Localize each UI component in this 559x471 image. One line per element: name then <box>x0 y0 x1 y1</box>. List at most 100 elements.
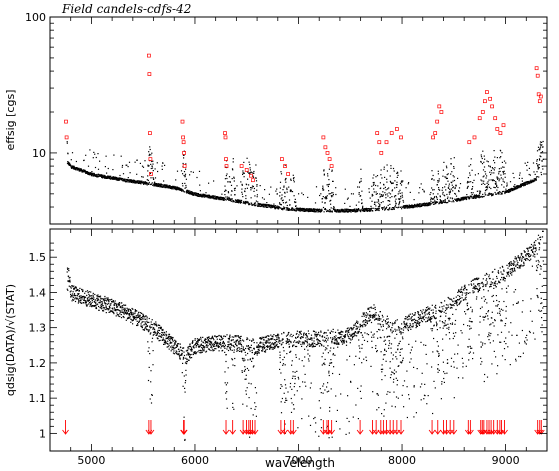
ratio-point <box>82 302 84 304</box>
effsig-point <box>530 180 532 182</box>
ratio-point <box>314 335 316 337</box>
ratio-point <box>109 308 111 310</box>
ratio-point <box>385 321 387 323</box>
ratio-point <box>95 307 98 310</box>
effsig-point <box>368 188 370 190</box>
effsig-point <box>124 179 126 181</box>
ratio-point <box>140 317 142 319</box>
ratio-point <box>162 329 164 331</box>
ratio-point <box>325 341 327 343</box>
effsig-red-point <box>472 135 477 140</box>
ratio-point <box>286 341 288 343</box>
ratio-point <box>237 343 240 345</box>
effsig-point <box>331 169 333 171</box>
effsig-point <box>438 188 440 191</box>
effsig-point <box>397 174 399 176</box>
ratio-point <box>75 294 77 297</box>
effsig-point <box>391 182 393 184</box>
ratio-point <box>291 377 294 379</box>
effsig-point <box>386 178 388 180</box>
ratio-point <box>267 338 269 340</box>
ratio-point <box>86 305 88 307</box>
effsig-point <box>280 203 282 206</box>
ratio-point <box>140 323 142 325</box>
effsig-point <box>538 176 540 178</box>
ratio-point <box>196 338 198 340</box>
ratio-point <box>321 335 324 337</box>
effsig-point <box>345 208 347 210</box>
ratio-point <box>292 334 294 336</box>
ratio-point <box>215 342 217 345</box>
ratio-point <box>178 348 180 350</box>
ratio-point <box>351 338 353 340</box>
ratio-point <box>351 335 353 338</box>
effsig-point <box>410 205 412 207</box>
effsig-point <box>181 189 183 191</box>
effsig-point <box>437 193 439 195</box>
effsig-point <box>296 209 298 211</box>
effsig-point <box>521 183 523 186</box>
ratio-point <box>376 409 378 411</box>
effsig-point <box>331 210 333 212</box>
ratio-point <box>350 327 352 329</box>
effsig-point <box>268 193 270 195</box>
ratio-point <box>355 328 357 330</box>
ratio-point <box>341 343 344 345</box>
ratio-point <box>355 321 357 324</box>
ratio-point <box>161 334 163 336</box>
ratio-point <box>356 326 358 328</box>
ratio-point <box>324 363 326 366</box>
effsig-point <box>520 183 522 185</box>
ratio-point <box>87 297 89 299</box>
effsig-point <box>294 201 296 203</box>
effsig-point <box>243 161 245 163</box>
effsig-point <box>389 197 391 199</box>
ratio-point <box>259 337 261 339</box>
ratio-point <box>291 364 293 366</box>
effsig-point <box>108 177 110 179</box>
ratio-point <box>380 351 382 353</box>
effsig-point <box>234 187 236 189</box>
effsig-point <box>321 210 323 212</box>
ratio-point <box>108 299 110 301</box>
ratio-point <box>138 321 140 323</box>
ratio-point <box>88 291 90 293</box>
effsig-point <box>332 193 334 196</box>
effsig-point <box>394 180 396 182</box>
effsig-point <box>152 160 154 162</box>
effsig-point <box>315 211 317 213</box>
ratio-point <box>179 357 181 359</box>
ratio-point <box>276 338 278 340</box>
effsig-point <box>150 154 152 156</box>
ratio-point <box>383 409 385 411</box>
effsig-point <box>164 164 166 166</box>
ratio-point <box>148 331 150 333</box>
effsig-point <box>328 179 330 181</box>
ratio-point <box>127 317 129 319</box>
ratio-point <box>134 309 136 311</box>
effsig-point <box>445 189 447 191</box>
effsig-point <box>203 196 205 198</box>
ratio-point <box>84 292 86 294</box>
ratio-point <box>270 334 272 336</box>
effsig-point <box>87 173 89 175</box>
ratio-point <box>390 343 393 345</box>
effsig-point <box>324 208 326 210</box>
effsig-point <box>528 167 530 169</box>
ratio-point <box>148 347 150 349</box>
ratio-point <box>285 399 287 401</box>
effsig-point <box>234 189 236 191</box>
ratio-point <box>344 337 346 339</box>
effsig-point <box>146 184 148 186</box>
effsig-point <box>419 187 421 189</box>
effsig-point <box>360 178 362 180</box>
effsig-point <box>126 180 128 183</box>
ratio-point <box>68 285 70 287</box>
effsig-point <box>436 184 438 186</box>
effsig-point <box>517 185 519 187</box>
ratio-point <box>201 346 203 349</box>
ratio-point <box>68 270 70 272</box>
ratio-point <box>320 330 322 332</box>
ratio-point <box>111 310 113 313</box>
effsig-point <box>264 189 266 191</box>
